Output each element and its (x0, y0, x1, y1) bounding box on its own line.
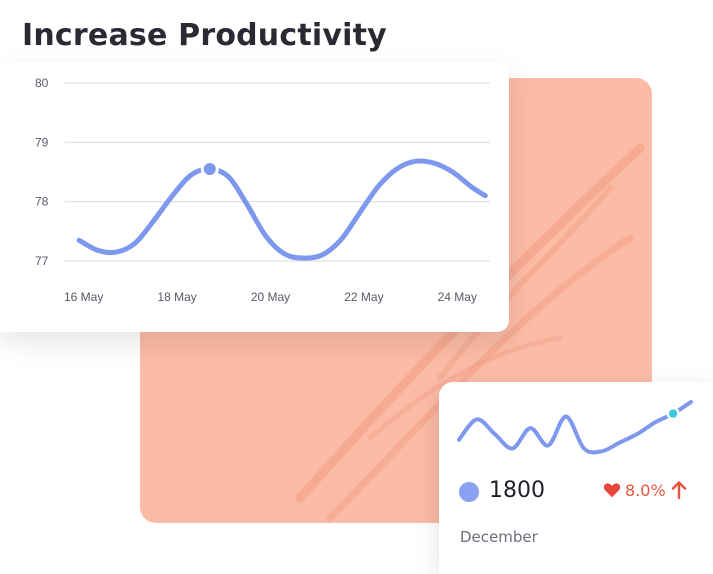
stat-card: 1800 8.0% December (439, 382, 713, 574)
x-tick-label: 24 May (438, 290, 477, 304)
x-tick-label: 16 May (64, 290, 103, 304)
stat-change: 8.0% (603, 480, 688, 500)
x-tick-label: 18 May (157, 290, 196, 304)
decorative-brush-strokes (295, 143, 645, 522)
sparkline-chart (457, 400, 693, 455)
highlight-point[interactable] (203, 163, 216, 176)
stat-month: December (460, 528, 538, 546)
y-tick-label: 78 (35, 195, 49, 209)
y-tick-label: 79 (35, 135, 49, 149)
stat-value: 1800 (489, 478, 545, 503)
line-chart: 80 79 78 77 16 May 18 May 20 May 22 May 24 May (35, 76, 490, 304)
y-tick-label: 77 (35, 254, 49, 268)
x-tick-label: 20 May (251, 290, 290, 304)
line-chart-card: 80 79 78 77 16 May 18 May 20 May 22 May 24 May (0, 62, 509, 332)
y-tick-label: 80 (35, 76, 49, 90)
sparkline-point (668, 409, 678, 418)
stat-change-value: 8.0% (625, 480, 666, 500)
page-title: Increase Productivity (22, 18, 387, 53)
arrow-up-icon (671, 481, 686, 500)
series-line (76, 158, 488, 261)
sparkline-line (457, 400, 693, 455)
stat-legend-dot (459, 482, 479, 502)
heart-icon (603, 483, 621, 498)
x-tick-label: 22 May (344, 290, 383, 304)
